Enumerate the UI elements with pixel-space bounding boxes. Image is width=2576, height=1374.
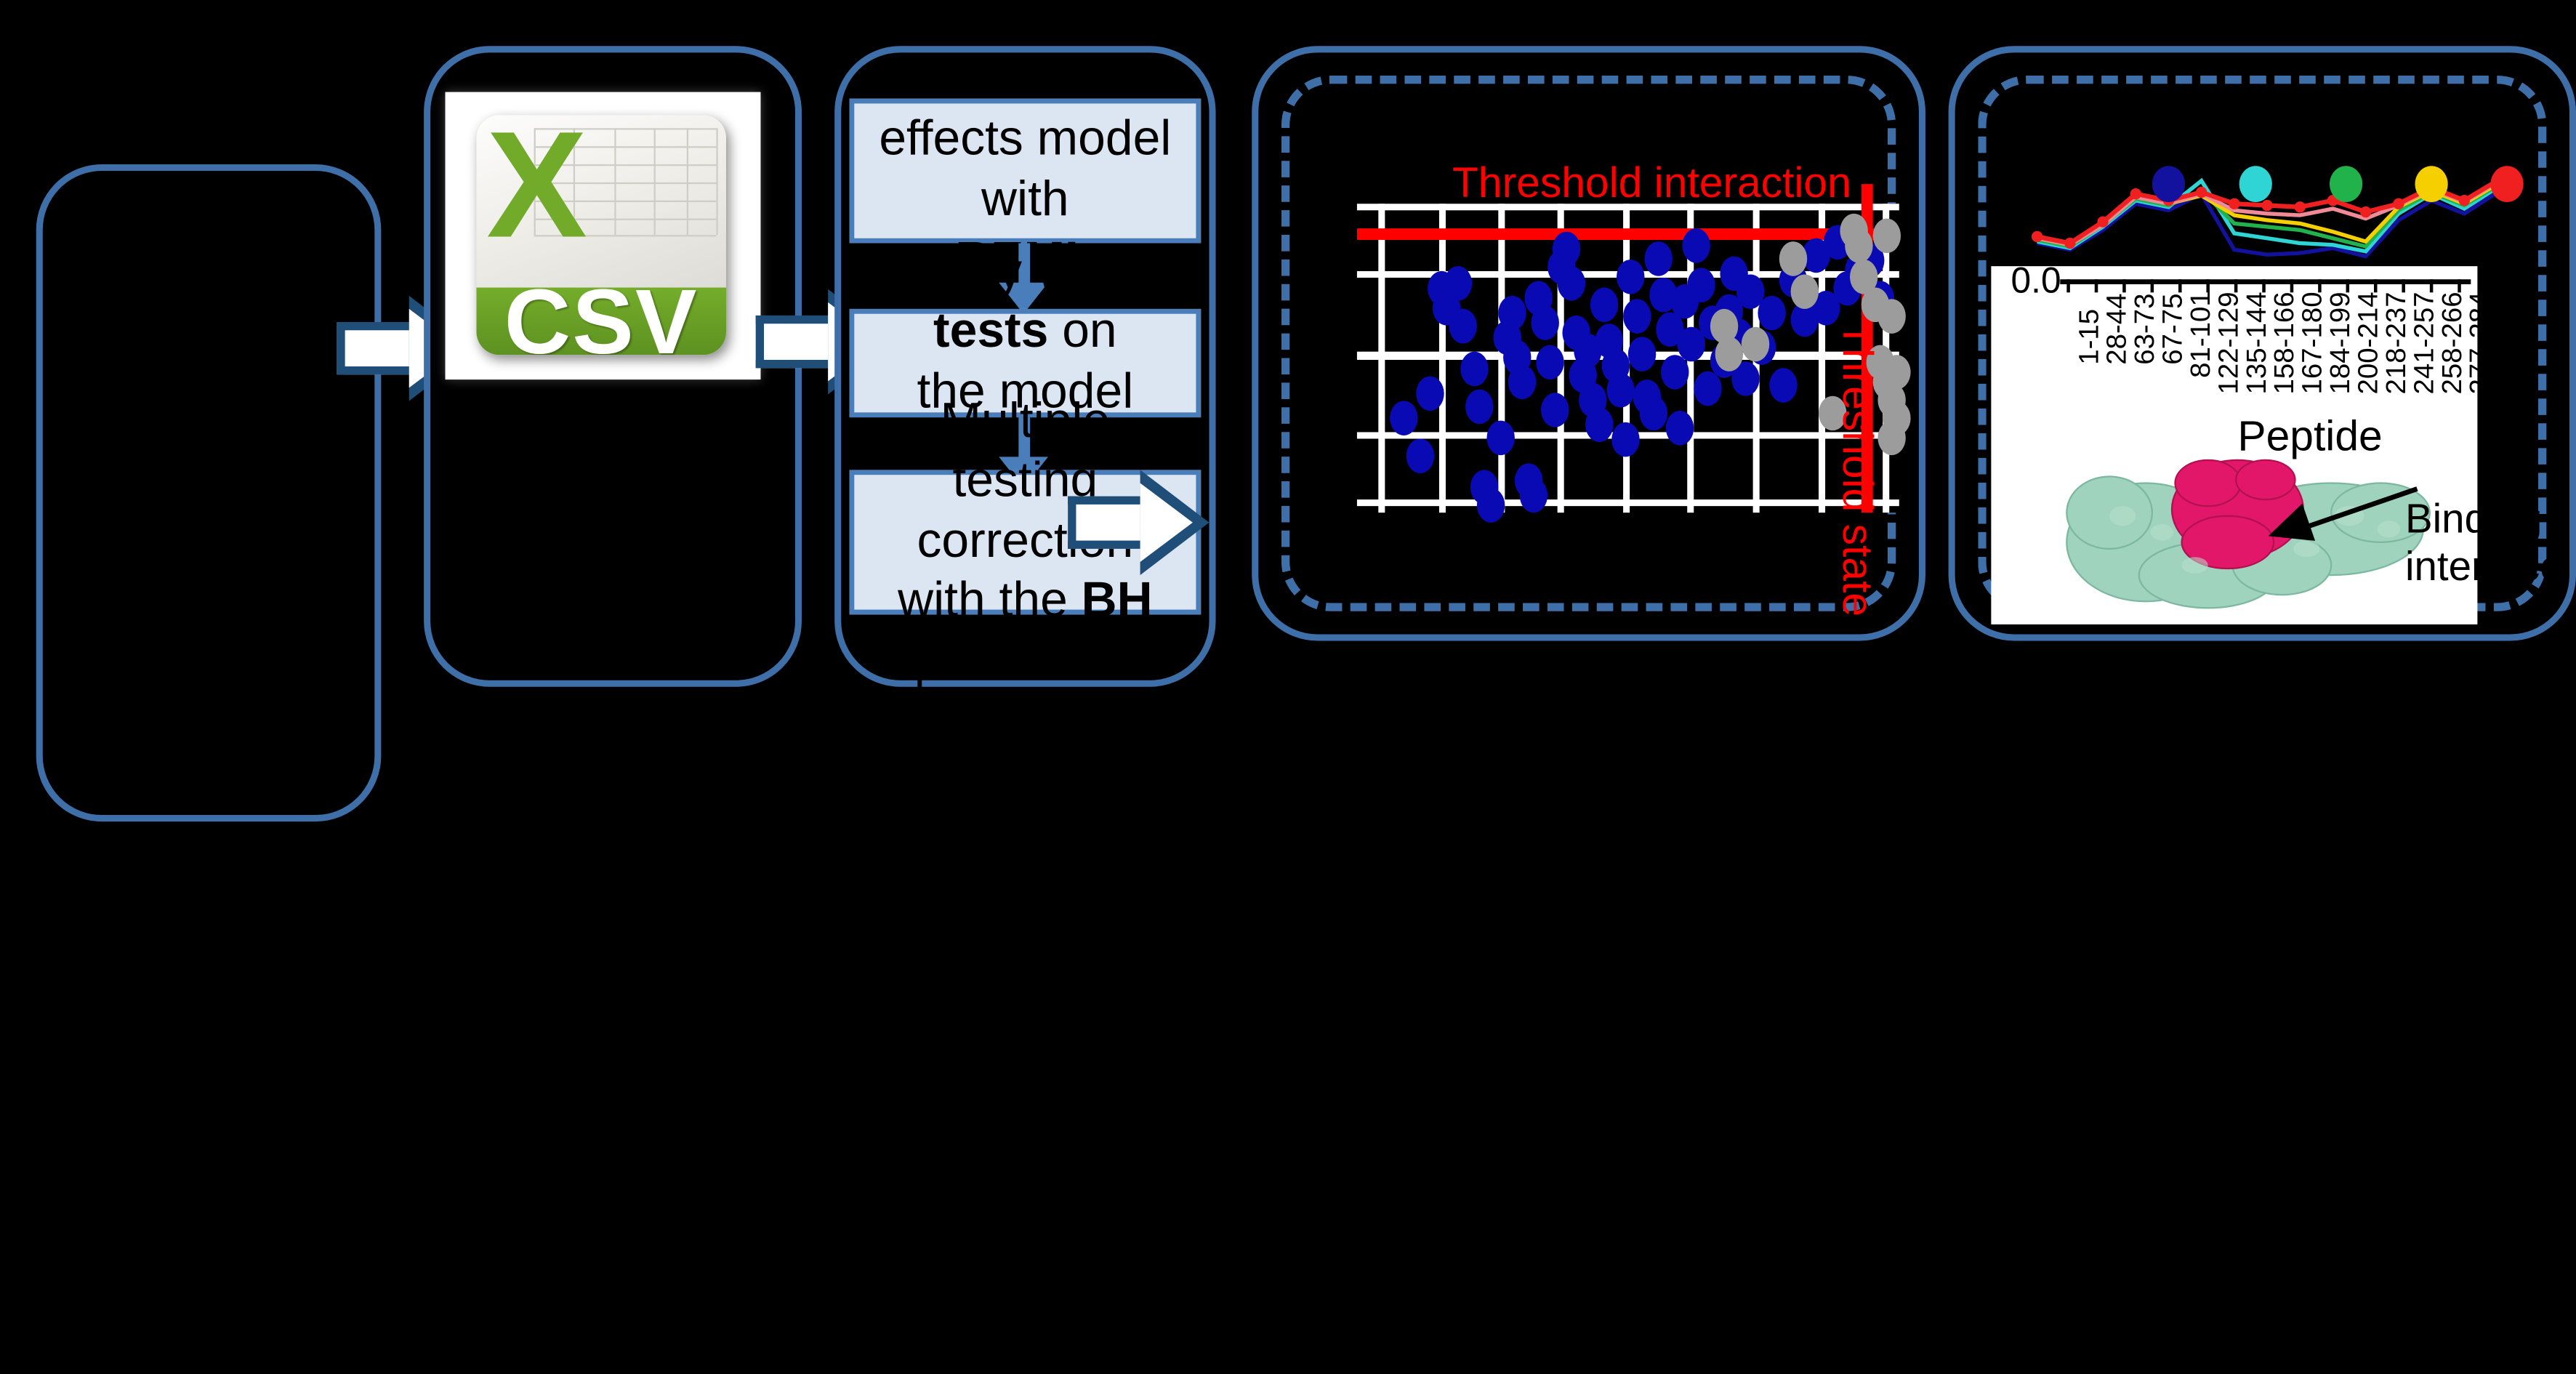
arrow-head-fill: [1140, 483, 1193, 562]
csv-format-label: CSV: [476, 270, 727, 355]
protein-svg: [2066, 459, 2431, 609]
step-correction-box[interactable]: Multiple testing correction with the BH …: [849, 393, 1202, 688]
connector-fit-to-wald: [1018, 243, 1031, 289]
threshold-interaction-line: [1356, 228, 1899, 240]
csv-sheet-area: X: [476, 115, 727, 288]
step-fit-model-box[interactable]: Fit a linear mixed- effects model with R…: [849, 0, 1202, 347]
arrow-model-to-results: [1068, 470, 1209, 576]
csv-image-frame: X CSV: [445, 92, 761, 380]
peptide-axis-card: 0.0 1-15 28-44 63-73 67-75 81-101 122-12…: [1991, 260, 2563, 624]
legend-red-dot: [2490, 166, 2524, 203]
connector-wald-to-correction: [1018, 417, 1031, 464]
binding-interface-label: Binding interface: [2404, 496, 2563, 590]
volcano-scatter-plot: [1356, 184, 1911, 523]
y-axis-tick-0: 0.0: [2011, 260, 2061, 301]
legend-navy-dot: [2152, 166, 2186, 203]
arrow-shaft: [755, 315, 842, 369]
threshold-interaction-label: Threshold interaction: [1452, 157, 1851, 207]
threshold-state-label: Threshold state: [1833, 322, 1883, 617]
legend-cyan-dot: [2239, 166, 2272, 203]
arrow-shaft: [337, 322, 422, 375]
connector-arrowhead: [999, 282, 1049, 314]
input-panel: [36, 164, 382, 822]
peptide-tick-14: 277-284: [2464, 292, 2496, 395]
arrow-shaft: [1068, 496, 1154, 549]
peptide-line-chart: [2029, 164, 2521, 263]
legend-green-dot: [2329, 166, 2363, 203]
legend-yellow-dot: [2415, 166, 2448, 203]
peptide-axis-title: Peptide: [2237, 411, 2383, 460]
peptide-chart-svg: [2031, 170, 2511, 259]
excel-x-glyph: X: [486, 115, 587, 270]
csv-grid-right: [534, 129, 718, 236]
protein-structure-image: [2044, 447, 2438, 611]
csv-file-icon: X CSV: [476, 115, 727, 355]
